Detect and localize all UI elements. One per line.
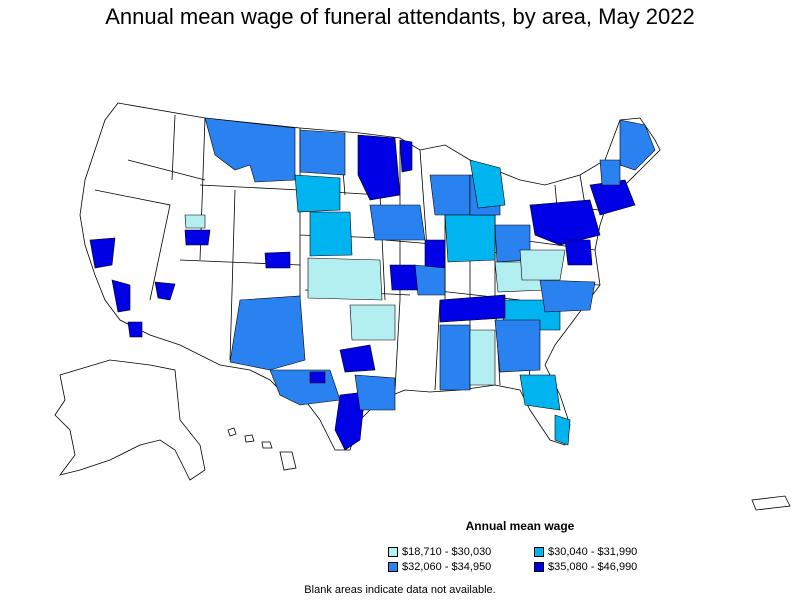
legend-swatch-4 [534, 562, 544, 572]
hawaii-outline [227, 427, 297, 471]
legend-label-3: $32,060 - $34,950 [402, 561, 492, 573]
footnote: Blank areas indicate data not available. [304, 584, 496, 596]
legend-swatch-3 [388, 562, 398, 572]
legend-label-2: $30,040 - $31,990 [548, 546, 638, 558]
puerto-rico-outline [751, 495, 791, 511]
legend-item-2: $30,040 - $31,990 [534, 546, 637, 558]
map-title: Annual mean wage of funeral attendants, … [105, 4, 695, 29]
legend-swatch-1 [388, 547, 398, 557]
legend-item-4: $35,080 - $46,990 [534, 561, 637, 573]
legend-label-1: $18,710 - $30,030 [402, 546, 492, 558]
legend-label-4: $35,080 - $46,990 [548, 561, 638, 573]
legend-item-1: $18,710 - $30,030 [388, 546, 491, 558]
legend-item-3: $32,060 - $34,950 [388, 561, 491, 573]
alaska-outline [54, 359, 206, 481]
legend-title: Annual mean wage [465, 519, 575, 533]
legend-swatch-2 [534, 547, 544, 557]
